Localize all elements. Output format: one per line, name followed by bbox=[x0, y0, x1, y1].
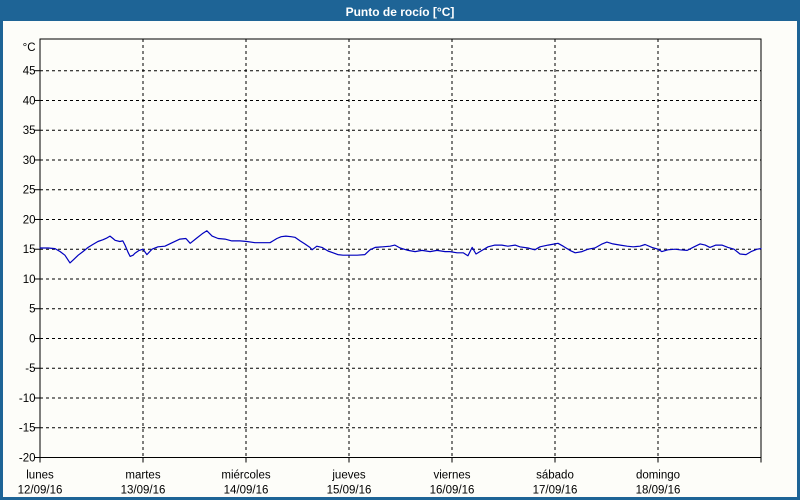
y-axis-unit-label: °C bbox=[23, 42, 36, 54]
date-label: 16/09/16 bbox=[430, 485, 475, 497]
y-tick-label: 5 bbox=[29, 304, 35, 316]
y-tick-label: 35 bbox=[23, 125, 36, 137]
date-label: 17/09/16 bbox=[533, 485, 578, 497]
date-label: 15/09/16 bbox=[327, 485, 372, 497]
day-label: jueves bbox=[331, 470, 365, 482]
series-line bbox=[39, 230, 762, 264]
day-label: domingo bbox=[636, 470, 680, 482]
y-tick-label: -20 bbox=[19, 453, 36, 465]
y-tick-label: 20 bbox=[23, 214, 36, 226]
y-tick-label: 0 bbox=[29, 333, 35, 345]
y-tick-label: -15 bbox=[19, 423, 36, 435]
y-tick-label: 45 bbox=[23, 66, 36, 78]
chart-title: Punto de rocío [°C] bbox=[345, 5, 455, 19]
y-tick-label: 40 bbox=[23, 95, 36, 107]
day-label: lunes bbox=[26, 470, 54, 482]
date-label: 12/09/16 bbox=[18, 485, 63, 497]
y-tick-label: -5 bbox=[25, 363, 35, 375]
y-tick-label: 25 bbox=[23, 185, 36, 197]
date-label: 13/09/16 bbox=[121, 485, 166, 497]
day-label: martes bbox=[125, 470, 160, 482]
y-tick-label: -10 bbox=[19, 393, 36, 405]
date-label: 14/09/16 bbox=[224, 485, 269, 497]
date-label: 18/09/16 bbox=[636, 485, 681, 497]
dew-point-chart: 45 40 35 30 25 20 15 10 5 0 -5 -10 -15 -20 °C lunes 12/0… bbox=[18, 38, 762, 497]
day-label: viernes bbox=[433, 470, 470, 482]
day-label: sábado bbox=[536, 470, 574, 482]
y-tick-label: 30 bbox=[23, 155, 36, 167]
y-tick-label: 15 bbox=[23, 244, 36, 256]
day-label: miércoles bbox=[221, 470, 270, 482]
y-tick-label: 10 bbox=[23, 274, 36, 286]
chart-title-bar: Punto de rocío [°C] bbox=[3, 3, 797, 21]
